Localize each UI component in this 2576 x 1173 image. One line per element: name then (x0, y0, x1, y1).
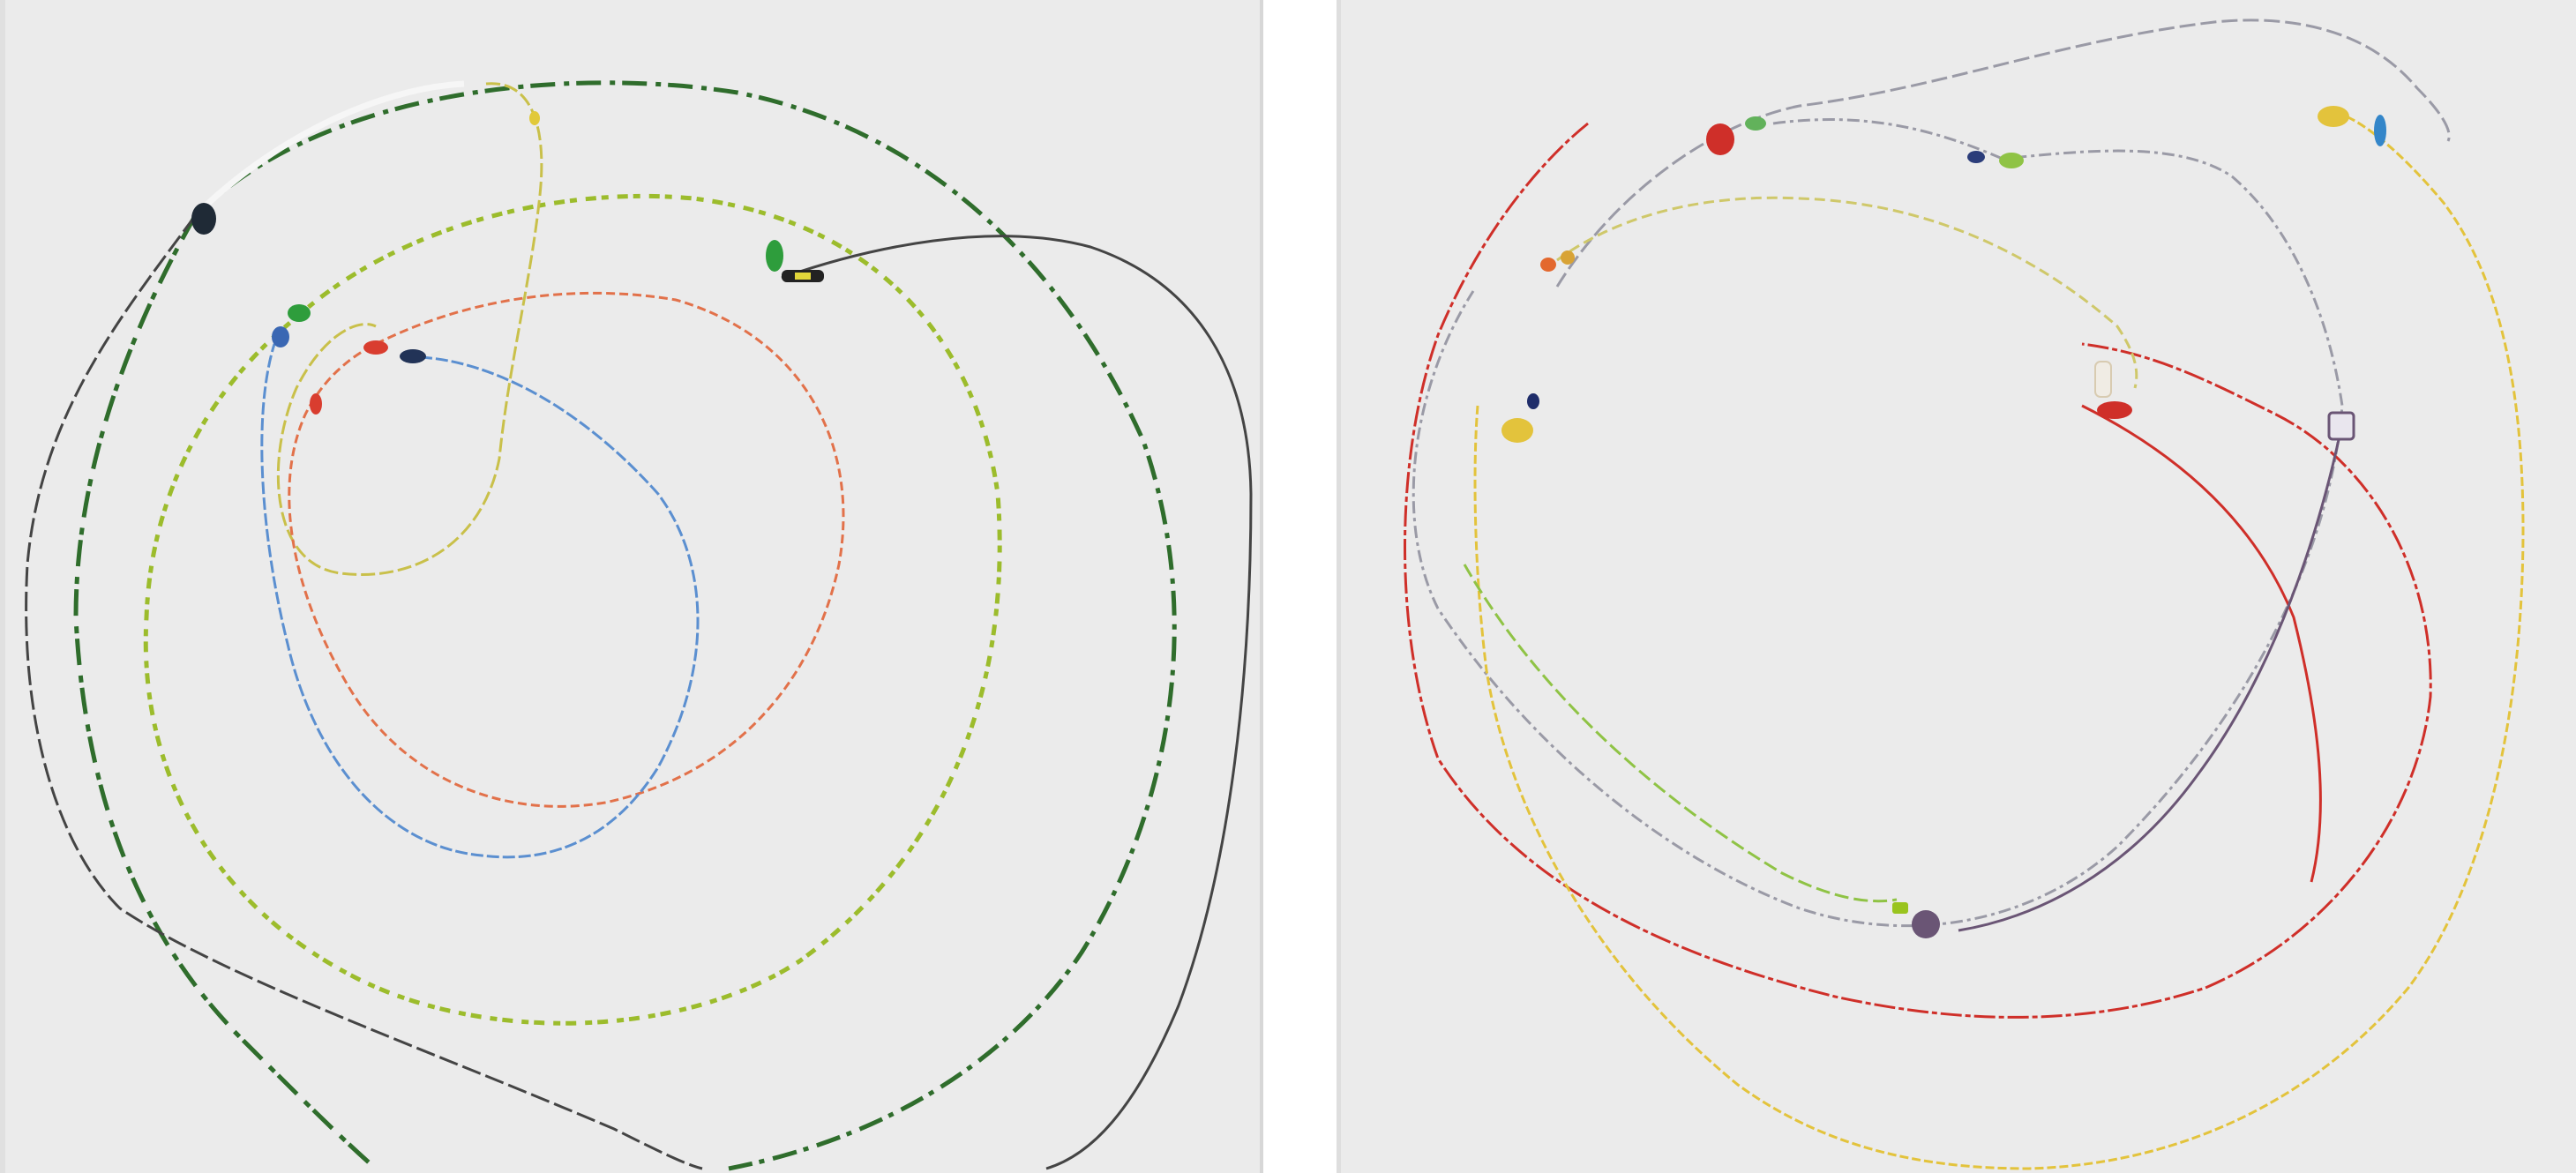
strand-dark-green-outer (193, 80, 1177, 1171)
strand-white-arc (192, 80, 465, 219)
strand-blue-loop (260, 343, 700, 859)
strand-purple (1958, 422, 2344, 932)
strand-yellow-curl (276, 82, 543, 576)
strand-red-loop (1404, 122, 2432, 1019)
curl-mark-navy-2 (1527, 393, 1539, 409)
curl-mark-green-yellow (1892, 902, 1908, 914)
strand-yellow-loop (1473, 113, 2525, 1170)
strand-red-inner (2081, 404, 2322, 883)
strand-green (1463, 564, 1898, 903)
curl-mark-navy (1967, 151, 1985, 163)
left-strand-drawing (25, 80, 1253, 1171)
curl-mark-black (191, 203, 216, 235)
curl-mark-navy (400, 349, 426, 363)
curl-mark-red (1706, 123, 1734, 155)
strand-gray-inner (1412, 118, 2344, 928)
curl-mark-green (1745, 116, 1766, 131)
curl-mark-red (363, 340, 388, 355)
curl-mark-blue (272, 326, 289, 347)
curl-mark-yellow-2 (1561, 250, 1575, 265)
artwork-panel-right (1337, 0, 2576, 1173)
strand-dark-green-outer-lower (73, 214, 378, 1170)
curl-mark-white (2094, 361, 2112, 398)
strand-yellow-upper (1556, 196, 2138, 389)
panel-separator (1263, 0, 1337, 1173)
strand-red-orange-loop (288, 291, 845, 808)
curl-mark-purple-2 (1912, 910, 1940, 938)
curl-mark-green (288, 304, 311, 322)
curl-mark-blue (2374, 115, 2386, 146)
curl-mark-purple (2327, 411, 2355, 441)
curl-mark-yellow (2318, 106, 2349, 127)
right-strand-drawing (1404, 19, 2525, 1170)
curl-mark-yellow (529, 111, 540, 125)
artwork-panel-left (0, 0, 1263, 1173)
strand-yellow-green-loop (143, 193, 1002, 1026)
curl-mark-green-2 (1999, 153, 2024, 168)
curl-mark-green-2 (766, 240, 783, 272)
strand-charcoal-left (25, 215, 703, 1170)
curl-mark-yellow-3 (1501, 418, 1533, 443)
strand-charcoal-loop (781, 235, 1253, 1170)
curl-mark-orange (1540, 258, 1556, 272)
curl-mark-red-2 (2097, 401, 2132, 419)
curl-mark-red-2 (310, 393, 322, 415)
strand-gray-outer (1555, 19, 2451, 288)
